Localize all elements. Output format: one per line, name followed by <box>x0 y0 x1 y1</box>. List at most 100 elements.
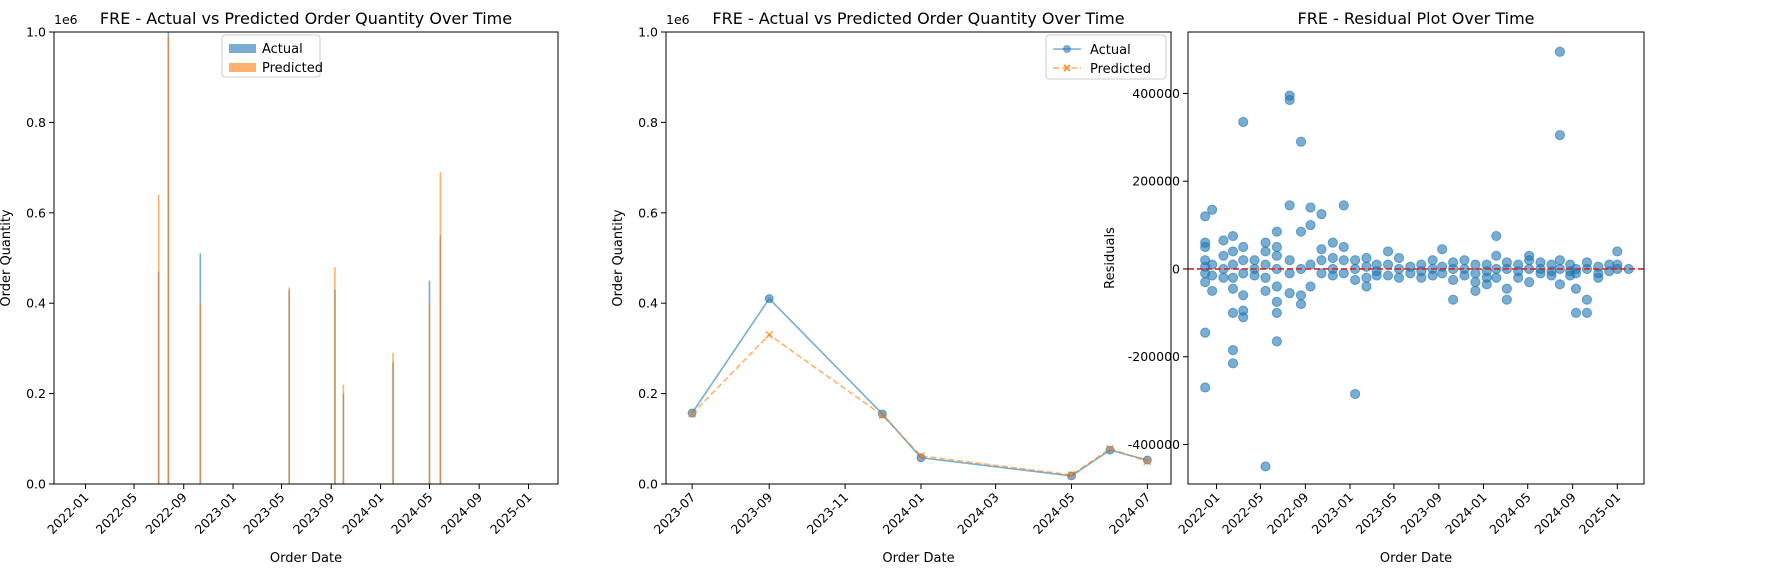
point <box>1491 250 1502 261</box>
x-tick-label: 2022-05 <box>1219 490 1267 538</box>
point <box>1227 272 1239 283</box>
point <box>1382 270 1394 281</box>
point <box>1427 270 1438 281</box>
point <box>1227 345 1239 356</box>
point <box>1581 294 1593 305</box>
point <box>1106 444 1115 453</box>
point <box>1305 259 1316 270</box>
point <box>1305 219 1316 231</box>
x-tick-label: 2024-03 <box>954 490 1002 538</box>
legend-label: Actual <box>1090 43 1131 58</box>
point <box>1459 270 1470 281</box>
y-tick-label: 0.0 <box>638 477 658 492</box>
point <box>1218 235 1229 246</box>
point <box>1238 268 1249 279</box>
point <box>1271 336 1282 347</box>
x-tick-label: 2022-01 <box>1175 490 1223 538</box>
point <box>1612 246 1623 257</box>
point <box>1393 252 1405 264</box>
point <box>1238 312 1249 323</box>
x-tick-label: 2023-01 <box>1309 490 1357 538</box>
legend-label: Predicted <box>1090 62 1151 77</box>
point <box>1491 272 1502 283</box>
point <box>1437 268 1448 279</box>
point <box>1416 272 1427 283</box>
point <box>1200 211 1211 222</box>
point <box>1393 272 1405 283</box>
y-tick-label: 200000 <box>1132 174 1180 189</box>
point <box>1218 250 1229 261</box>
x-tick-label: 2023-07 <box>651 490 699 538</box>
point <box>1316 244 1327 255</box>
point <box>1271 250 1282 261</box>
point <box>1271 241 1282 253</box>
point <box>1554 130 1565 141</box>
point <box>1295 136 1307 147</box>
plot-frame <box>665 31 1172 485</box>
chart-3: FRE - Residual Plot Over Time Order Date R… <box>1103 9 1645 566</box>
point <box>1501 283 1512 294</box>
x-tick-label: 2022-09 <box>1264 489 1312 537</box>
point <box>1260 461 1271 472</box>
point <box>1316 268 1327 279</box>
point <box>1382 259 1394 270</box>
point <box>1570 283 1582 294</box>
point <box>1227 246 1239 257</box>
x-tick-label: 2022-09 <box>142 489 190 537</box>
point <box>1238 116 1249 128</box>
point <box>1470 285 1481 297</box>
point <box>1570 307 1582 318</box>
legend-label: Predicted <box>262 61 323 76</box>
point <box>1067 470 1076 479</box>
x-tick-label: 2023-01 <box>192 490 240 538</box>
point <box>1338 268 1349 279</box>
y-tick-label: 0 <box>1172 261 1180 276</box>
point <box>1238 241 1249 253</box>
point <box>1295 298 1307 310</box>
y-ticks: -400000 -200000 0 200000 400000 <box>1128 86 1188 452</box>
x-tick-label: 2024-07 <box>1106 490 1154 538</box>
y-tick-label: -400000 <box>1128 437 1180 452</box>
x-ticks: 2023-07 2023-09 2023-11 2024-01 2024-03 2024-… <box>651 484 1154 538</box>
point <box>1448 294 1459 305</box>
y-tick-label: -200000 <box>1128 349 1180 364</box>
residual-points <box>1200 46 1634 472</box>
bar <box>157 194 160 484</box>
point <box>1554 46 1565 57</box>
point <box>1200 277 1211 288</box>
legend-marker <box>1063 64 1071 72</box>
point <box>1350 388 1361 400</box>
point <box>1271 281 1282 292</box>
bar <box>334 267 336 484</box>
point <box>1382 246 1394 257</box>
point <box>1361 252 1372 264</box>
bar <box>392 352 394 484</box>
point <box>1260 237 1271 248</box>
point <box>1350 274 1361 286</box>
point <box>1327 252 1338 264</box>
legend-marker <box>1063 45 1071 53</box>
point <box>1371 270 1382 281</box>
point <box>1524 255 1535 266</box>
point <box>1491 230 1502 242</box>
point <box>1338 255 1349 266</box>
point <box>1361 281 1372 292</box>
y-offset-label: 1e6 <box>54 12 78 27</box>
point <box>1227 259 1239 270</box>
point <box>1142 455 1152 465</box>
point <box>1200 241 1211 253</box>
point <box>765 330 774 339</box>
point <box>1284 200 1295 211</box>
chart-title: FRE - Residual Plot Over Time <box>1298 9 1535 28</box>
legend: Actual Predicted <box>1045 34 1167 80</box>
x-tick-label: 2024-01 <box>339 490 387 538</box>
legend-label: Actual <box>262 42 303 57</box>
point <box>1271 226 1282 237</box>
legend-swatch <box>229 44 256 53</box>
y-axis-label: Order Quantity <box>0 209 14 307</box>
point <box>1284 268 1295 279</box>
y-tick-label: 1.0 <box>26 25 46 40</box>
point <box>1361 272 1372 283</box>
point <box>1207 270 1218 281</box>
point <box>916 451 926 461</box>
